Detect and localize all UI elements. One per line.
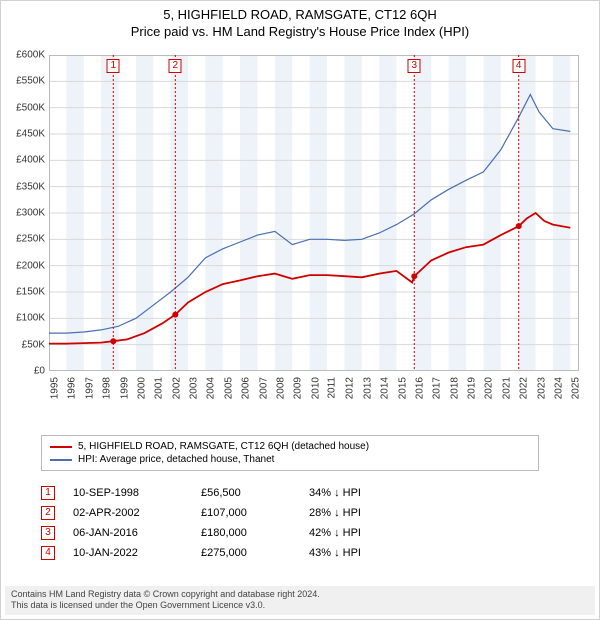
legend: 5, HIGHFIELD ROAD, RAMSGATE, CT12 6QH (d… [41, 435, 539, 471]
event-marker-num: 1 [41, 486, 55, 500]
sale-marker-flag: 1 [107, 59, 120, 73]
event-marker-num: 2 [41, 506, 55, 520]
event-date: 10-SEP-1998 [73, 487, 183, 499]
chart-svg [49, 55, 579, 371]
title-address: 5, HIGHFIELD ROAD, RAMSGATE, CT12 6QH [1, 7, 599, 22]
event-date: 10-JAN-2022 [73, 547, 183, 559]
x-axis-tick-label: 2017 [432, 377, 443, 399]
x-axis-tick-label: 1999 [119, 377, 130, 399]
x-axis-tick-label: 2000 [136, 377, 147, 399]
x-axis-tick-label: 1995 [49, 377, 60, 399]
event-price: £107,000 [201, 507, 291, 519]
y-axis-tick-label: £150K [16, 287, 45, 298]
x-axis-tick-label: 2018 [449, 377, 460, 399]
x-axis-tick-label: 1997 [84, 377, 95, 399]
y-axis-tick-label: £350K [16, 181, 45, 192]
chart-container: 5, HIGHFIELD ROAD, RAMSGATE, CT12 6QH Pr… [0, 0, 600, 620]
event-price: £180,000 [201, 527, 291, 539]
footer-line2: This data is licensed under the Open Gov… [11, 600, 589, 612]
y-axis-tick-label: £100K [16, 313, 45, 324]
legend-label: 5, HIGHFIELD ROAD, RAMSGATE, CT12 6QH (d… [78, 441, 369, 452]
x-axis-tick-label: 2006 [240, 377, 251, 399]
legend-item: HPI: Average price, detached house, Than… [50, 453, 530, 466]
y-axis-tick-label: £300K [16, 208, 45, 219]
event-diff: 34% ↓ HPI [309, 487, 399, 499]
x-axis-tick-label: 2010 [310, 377, 321, 399]
y-axis-tick-label: £250K [16, 234, 45, 245]
x-axis-tick-label: 2016 [414, 377, 425, 399]
x-axis-tick-label: 2009 [293, 377, 304, 399]
sale-marker-flag: 4 [512, 59, 525, 73]
footer-attribution: Contains HM Land Registry data © Crown c… [5, 586, 595, 615]
event-diff: 42% ↓ HPI [309, 527, 399, 539]
x-axis-tick-label: 2019 [466, 377, 477, 399]
legend-swatch [50, 459, 72, 461]
x-axis-tick-label: 2022 [518, 377, 529, 399]
y-axis-tick-label: £450K [16, 129, 45, 140]
x-axis-tick-label: 2024 [553, 377, 564, 399]
plot-area: 1 2 3 4 [49, 55, 579, 371]
x-axis-tick-label: 2012 [345, 377, 356, 399]
title-subtitle: Price paid vs. HM Land Registry's House … [1, 24, 599, 39]
footer-line1: Contains HM Land Registry data © Crown c… [11, 589, 589, 601]
x-axis-tick-label: 2013 [362, 377, 373, 399]
event-price: £275,000 [201, 547, 291, 559]
event-date: 02-APR-2002 [73, 507, 183, 519]
x-axis-tick-label: 2025 [571, 377, 582, 399]
y-axis-tick-label: £50K [22, 339, 45, 350]
x-axis-tick-label: 2020 [484, 377, 495, 399]
event-row: 4 10-JAN-2022 £275,000 43% ↓ HPI [41, 543, 399, 563]
y-axis-tick-label: £200K [16, 260, 45, 271]
sale-marker-flag: 3 [408, 59, 421, 73]
x-axis-tick-label: 2023 [536, 377, 547, 399]
chart-region: 1 2 3 4 £0 £50K £100K £150K £200K £250K £300K £350… [1, 45, 599, 425]
y-axis-tick-label: £600K [16, 50, 45, 61]
legend-label: HPI: Average price, detached house, Than… [78, 454, 274, 465]
x-axis-tick-label: 2001 [154, 377, 165, 399]
x-axis-tick-label: 2002 [171, 377, 182, 399]
legend-swatch [50, 446, 72, 448]
event-date: 06-JAN-2016 [73, 527, 183, 539]
event-price: £56,500 [201, 487, 291, 499]
events-table: 1 10-SEP-1998 £56,500 34% ↓ HPI 2 02-APR-2002… [41, 483, 399, 563]
y-axis-tick-label: £550K [16, 76, 45, 87]
x-axis-tick-label: 2015 [397, 377, 408, 399]
y-axis-tick-label: £400K [16, 155, 45, 166]
y-axis-tick-label: £0 [34, 366, 45, 377]
legend-item: 5, HIGHFIELD ROAD, RAMSGATE, CT12 6QH (d… [50, 440, 530, 453]
title-block: 5, HIGHFIELD ROAD, RAMSGATE, CT12 6QH Pr… [1, 1, 599, 41]
x-axis-tick-label: 2004 [206, 377, 217, 399]
event-row: 1 10-SEP-1998 £56,500 34% ↓ HPI [41, 483, 399, 503]
x-axis-tick-label: 1998 [101, 377, 112, 399]
sale-marker-flag: 2 [169, 59, 182, 73]
x-axis-tick-label: 2011 [327, 377, 338, 399]
x-axis-tick-label: 2007 [258, 377, 269, 399]
event-marker-num: 3 [41, 526, 55, 540]
x-axis-tick-label: 2003 [188, 377, 199, 399]
event-marker-num: 4 [41, 546, 55, 560]
x-axis-tick-label: 1996 [67, 377, 78, 399]
x-axis-tick-label: 2005 [223, 377, 234, 399]
event-row: 3 06-JAN-2016 £180,000 42% ↓ HPI [41, 523, 399, 543]
event-diff: 43% ↓ HPI [309, 547, 399, 559]
y-axis-tick-label: £500K [16, 102, 45, 113]
event-diff: 28% ↓ HPI [309, 507, 399, 519]
x-axis-tick-label: 2008 [275, 377, 286, 399]
event-row: 2 02-APR-2002 £107,000 28% ↓ HPI [41, 503, 399, 523]
x-axis-tick-label: 2014 [379, 377, 390, 399]
x-axis-tick-label: 2021 [501, 377, 512, 399]
